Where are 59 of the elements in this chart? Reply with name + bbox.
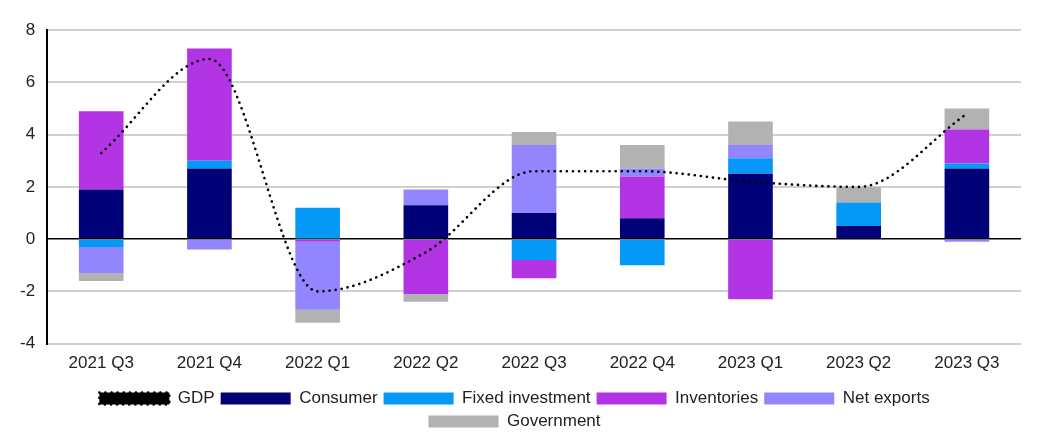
bar xyxy=(403,189,449,206)
bar xyxy=(619,239,665,266)
legend-label: Fixed investment xyxy=(462,388,591,408)
legend-label: Net exports xyxy=(842,388,930,408)
bar xyxy=(728,158,773,174)
bar xyxy=(295,207,340,239)
bar xyxy=(403,239,449,294)
bar xyxy=(187,48,232,161)
y-tick-label: 8 xyxy=(25,19,36,39)
x-tick-label: 2021 Q3 xyxy=(68,353,134,373)
y-tick-label: 6 xyxy=(25,72,36,92)
legend-label: GDP xyxy=(177,388,215,408)
bar xyxy=(836,202,881,227)
bar xyxy=(295,309,340,323)
bar xyxy=(836,186,881,203)
x-tick-label: 2023 Q3 xyxy=(934,353,1000,373)
bar xyxy=(511,213,557,239)
bar xyxy=(187,168,232,239)
x-tick-label: 2023 Q1 xyxy=(717,353,784,373)
bar xyxy=(728,145,773,159)
bar xyxy=(187,160,232,169)
x-tick-label: 2021 Q4 xyxy=(176,353,243,373)
bar xyxy=(511,260,557,279)
bar xyxy=(728,239,773,300)
bar xyxy=(836,226,881,239)
bar xyxy=(187,239,232,250)
bar xyxy=(78,239,124,247)
bar xyxy=(511,239,557,261)
bar xyxy=(511,132,557,146)
bar xyxy=(78,189,124,239)
bar xyxy=(403,205,449,239)
y-tick-label: -4 xyxy=(19,333,36,353)
x-tick-label: 2023 Q2 xyxy=(826,353,892,373)
bar xyxy=(944,129,990,164)
legend-label: Consumer xyxy=(299,388,378,408)
legend-label: Inventories xyxy=(675,388,759,408)
bar xyxy=(78,273,124,281)
bar xyxy=(728,121,773,146)
legend-label: Government xyxy=(506,411,601,431)
bar xyxy=(619,145,665,169)
x-tick-label: 2022 Q3 xyxy=(501,353,567,373)
bar xyxy=(944,168,990,239)
y-tick-label: -2 xyxy=(19,281,36,301)
bar xyxy=(619,176,665,219)
bar xyxy=(78,111,124,190)
x-tick-label: 2022 Q4 xyxy=(609,353,675,373)
bar xyxy=(511,145,557,214)
y-tick-label: 0 xyxy=(25,228,36,248)
bar xyxy=(295,241,340,310)
bar xyxy=(728,173,773,239)
bar xyxy=(619,218,665,239)
x-tick-label: 2022 Q1 xyxy=(285,353,351,373)
x-tick-label: 2022 Q2 xyxy=(393,353,459,373)
y-tick-label: 2 xyxy=(25,176,36,196)
bar xyxy=(403,293,449,302)
y-tick-label: 4 xyxy=(25,124,36,144)
bar xyxy=(944,108,990,130)
bar xyxy=(944,163,990,169)
bar xyxy=(78,246,124,274)
